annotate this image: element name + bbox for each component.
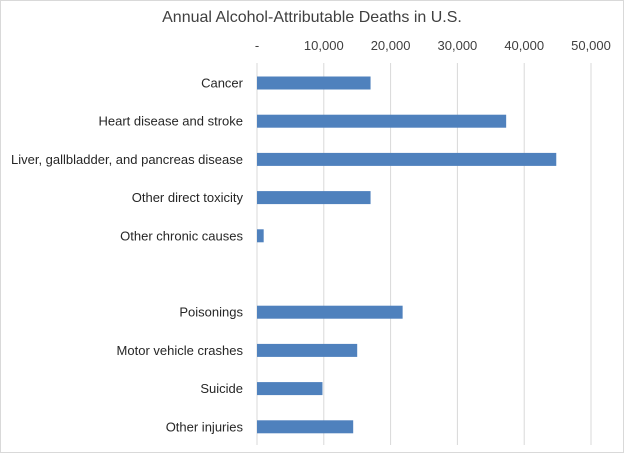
category-label: Motor vehicle crashes bbox=[117, 343, 244, 358]
category-label: Suicide bbox=[200, 381, 243, 396]
x-tick-label: 10,000 bbox=[304, 38, 344, 53]
bar bbox=[257, 229, 264, 243]
category-label: Other direct toxicity bbox=[132, 190, 244, 205]
category-label: Poisonings bbox=[179, 305, 243, 320]
x-tick-label: 30,000 bbox=[438, 38, 478, 53]
bar bbox=[257, 382, 323, 396]
x-tick-label: - bbox=[255, 38, 259, 53]
x-tick-label: 50,000 bbox=[571, 38, 611, 53]
bar bbox=[257, 76, 371, 90]
bar bbox=[257, 114, 507, 128]
bar bbox=[257, 152, 557, 166]
bar bbox=[257, 191, 371, 205]
category-label: Cancer bbox=[201, 76, 244, 91]
category-label: Liver, gallbladder, and pancreas disease bbox=[11, 152, 243, 167]
x-tick-label: 20,000 bbox=[371, 38, 411, 53]
category-label: Other chronic causes bbox=[120, 228, 243, 243]
bar bbox=[257, 420, 354, 434]
bar bbox=[257, 343, 358, 357]
bar bbox=[257, 305, 403, 319]
chart-title: Annual Alcohol-Attributable Deaths in U.… bbox=[162, 9, 462, 26]
category-label: Other injuries bbox=[166, 419, 244, 434]
x-tick-label: 40,000 bbox=[504, 38, 544, 53]
category-label: Heart disease and stroke bbox=[98, 114, 243, 129]
